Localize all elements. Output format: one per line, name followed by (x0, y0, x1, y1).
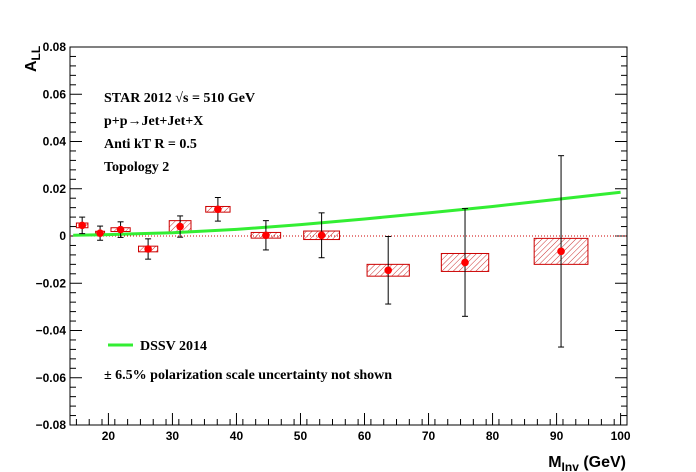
x-tick-label: 40 (230, 429, 244, 443)
data-point (557, 247, 565, 256)
x-tick-label: 80 (486, 429, 500, 443)
y-tick-label: 0.06 (43, 87, 67, 101)
systematic-boxes (75, 205, 589, 277)
x-tick-label: 70 (422, 429, 436, 443)
y-tick-label: 0.08 (43, 40, 67, 54)
x-tick-label: 20 (102, 429, 116, 443)
annotation-algorithm: Anti kT R = 0.5 (104, 137, 197, 152)
data-point (144, 245, 152, 253)
x-tick-label: 90 (550, 429, 564, 443)
data-point (116, 225, 125, 234)
x-tick-label: 100 (611, 429, 631, 443)
data-point (317, 231, 326, 240)
x-tick-label: 60 (358, 429, 372, 443)
data-point (78, 221, 86, 230)
y-tick-label: 0.04 (43, 135, 67, 149)
annotation-process: p+p→Jet+Jet+X (104, 114, 203, 129)
data-points (78, 205, 565, 275)
data-point (384, 266, 392, 275)
data-point (262, 231, 270, 240)
y-tick-label: −0.04 (36, 324, 67, 338)
x-axis-title: MInv (GeV) (548, 454, 626, 472)
y-tick-label: −0.06 (36, 371, 67, 385)
y-tick-label: 0.02 (43, 182, 67, 196)
y-tick-label: −0.02 (36, 276, 67, 290)
legend-label: DSSV 2014 (140, 339, 207, 354)
annotation-topology: Topology 2 (104, 160, 169, 175)
data-point (96, 229, 104, 237)
y-tick-label: −0.08 (36, 418, 67, 432)
footnote: ± 6.5% polarization scale uncertainty no… (104, 368, 392, 383)
y-axis: −0.08 −0.06 −0.04 −0.02 0 0.02 0.04 0.06 0.08 (36, 40, 627, 432)
x-tick-label: 50 (294, 429, 308, 443)
x-axis: 20 30 40 50 60 70 80 90 100 (75, 413, 631, 443)
x-tick-label: 30 (166, 429, 180, 443)
y-axis-title: ALL (23, 46, 43, 72)
data-point (176, 222, 184, 231)
data-point (461, 258, 469, 267)
y-tick-label: 0 (59, 229, 66, 243)
annotation-star: STAR 2012 √s = 510 GeV (104, 91, 255, 106)
dssv-curve (73, 190, 621, 237)
data-point (214, 205, 222, 214)
